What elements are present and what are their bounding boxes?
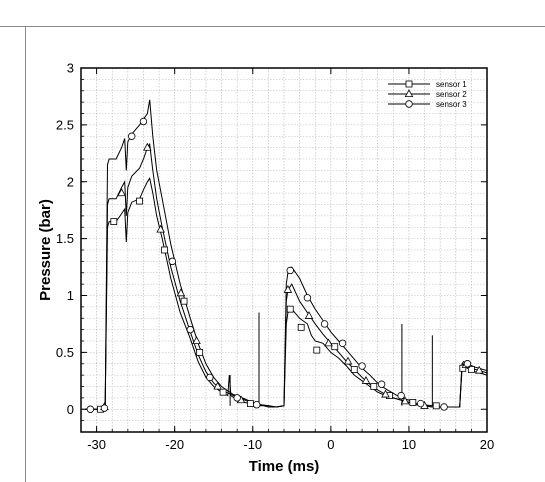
triangle-marker	[361, 375, 371, 384]
circle-marker	[463, 360, 472, 368]
square-marker	[432, 402, 440, 410]
triangle-marker	[192, 336, 201, 345]
square-marker	[286, 305, 294, 313]
triangle-marker	[343, 356, 353, 365]
square-marker	[370, 383, 378, 390]
square-marker	[196, 348, 204, 356]
x-axis-label: Time (ms)	[249, 458, 320, 475]
y-tick-label: 1	[67, 288, 74, 303]
circle-marker	[338, 339, 347, 347]
axis-ticks: -30 -20 -10 0 10 20 0 0.5 1 1.5 2 2.5 3	[56, 61, 494, 453]
triangle-marker	[474, 365, 484, 374]
circle-marker	[233, 394, 241, 402]
circle-marker	[186, 325, 195, 334]
square-marker	[350, 366, 358, 373]
frame-left-border	[25, 26, 26, 482]
square-marker	[180, 297, 188, 305]
x-tick-label: -10	[243, 437, 262, 452]
triangle-marker	[143, 142, 152, 151]
legend-label: sensor 1	[436, 80, 467, 89]
series-line-sensor-3	[84, 99, 488, 410]
y-tick-label: 2	[67, 174, 74, 189]
x-tick-label: 10	[402, 437, 416, 452]
frame-top-border	[0, 26, 545, 27]
markers	[86, 117, 484, 413]
series-line-sensor-2	[84, 142, 488, 410]
circle-marker	[377, 380, 386, 388]
circle-marker	[416, 399, 425, 408]
circle-marker	[168, 257, 177, 266]
y-tick-label: 0.5	[56, 345, 74, 360]
circle-marker	[100, 404, 109, 412]
square-marker	[313, 346, 321, 354]
spikes	[229, 312, 433, 406]
legend-triangle-marker	[404, 89, 414, 97]
square-marker	[467, 366, 475, 373]
square-marker	[136, 197, 143, 205]
square-marker	[110, 218, 118, 225]
y-tick-label: 2.5	[56, 117, 74, 132]
circle-marker	[206, 373, 214, 382]
x-tick-label: 0	[327, 437, 334, 452]
triangle-marker	[400, 396, 410, 405]
triangle-marker	[381, 389, 390, 398]
square-marker	[247, 400, 254, 407]
legend-label: sensor 2	[436, 90, 467, 99]
triangle-marker	[304, 311, 314, 319]
x-tick-label: -30	[87, 437, 106, 452]
triangle-marker	[117, 188, 126, 197]
circle-marker	[397, 391, 405, 400]
square-marker	[161, 246, 168, 254]
y-tick-label: 1.5	[56, 231, 74, 246]
circle-marker	[440, 403, 448, 411]
legend-label: sensor 3	[436, 100, 467, 109]
x-tick-label: -20	[165, 437, 184, 452]
circle-marker	[86, 405, 95, 413]
square-marker	[219, 388, 227, 396]
triangle-marker	[283, 284, 293, 293]
circle-marker	[320, 320, 329, 328]
square-marker	[331, 343, 339, 351]
circle-marker	[252, 401, 261, 409]
circle-marker	[358, 362, 366, 370]
y-tick-label: 0	[67, 402, 74, 417]
y-tick-label: 3	[67, 61, 74, 76]
grid	[80, 67, 488, 433]
x-tick-label: 20	[480, 437, 494, 452]
plot-lines	[84, 99, 488, 410]
circle-marker	[286, 266, 294, 275]
triangle-marker	[156, 224, 165, 233]
circle-marker	[303, 294, 312, 302]
y-axis-label: Pressure (bar)	[37, 199, 54, 301]
circle-marker	[139, 117, 148, 126]
triangle-marker	[324, 338, 333, 347]
square-marker	[459, 364, 467, 372]
triangle-marker	[176, 288, 186, 297]
triangle-marker	[213, 381, 222, 390]
legend-square-marker	[405, 80, 413, 88]
legend-circle-marker	[405, 100, 413, 108]
circle-marker	[128, 132, 136, 140]
square-marker	[409, 399, 417, 406]
square-marker	[297, 323, 305, 331]
